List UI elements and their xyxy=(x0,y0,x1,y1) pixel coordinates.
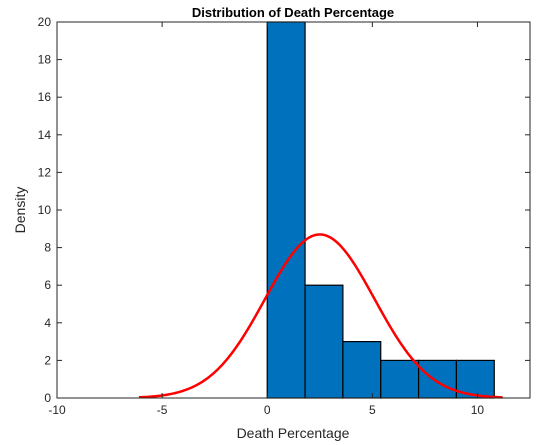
histogram-bar xyxy=(380,359,420,399)
y-tick-label: 14 xyxy=(38,128,52,142)
y-tick-label: 20 xyxy=(38,15,52,29)
y-tick-label: 0 xyxy=(44,391,51,405)
histogram-bar xyxy=(342,341,382,399)
x-tick-label: 10 xyxy=(471,403,485,417)
y-tick-label: 2 xyxy=(44,353,51,367)
y-tick-label: 10 xyxy=(38,203,52,217)
x-tick-label: -10 xyxy=(48,403,66,417)
histogram-bars xyxy=(266,21,495,399)
y-tick-label: 6 xyxy=(44,278,51,292)
y-tick-label: 12 xyxy=(38,165,52,179)
histogram-bar xyxy=(417,359,458,399)
x-axis-title: Death Percentage xyxy=(237,425,350,441)
x-tick-label: 0 xyxy=(264,403,271,417)
chart-title: Distribution of Death Percentage xyxy=(192,5,394,20)
y-tick-label: 18 xyxy=(38,53,52,67)
y-axis-ticks: 0 2 4 6 8 10 12 14 16 18 20 xyxy=(38,15,530,405)
y-tick-label: 16 xyxy=(38,90,52,104)
fit-curve-line xyxy=(138,233,503,399)
x-tick-label: -5 xyxy=(157,403,168,417)
fit-curve-layer xyxy=(138,233,503,399)
histogram-bar xyxy=(266,21,306,399)
y-tick-label: 4 xyxy=(44,316,51,330)
x-tick-label: 5 xyxy=(369,403,376,417)
histogram-bar xyxy=(304,284,344,399)
x-axis-ticks: -10 -5 0 5 10 xyxy=(48,22,484,417)
y-tick-label: 8 xyxy=(44,241,51,255)
y-axis-title: Density xyxy=(12,187,28,234)
